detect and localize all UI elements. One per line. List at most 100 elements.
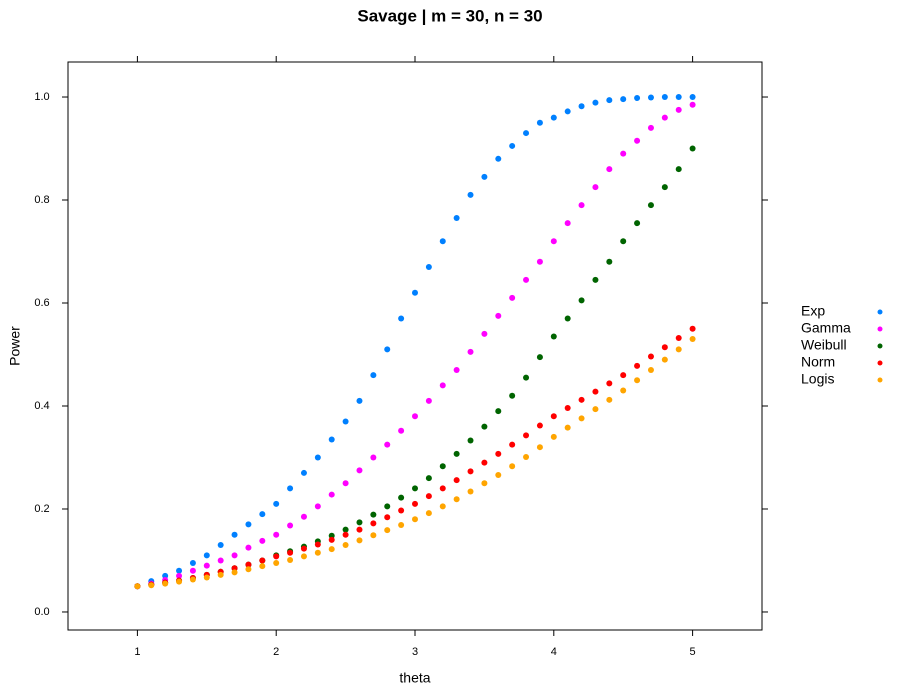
point	[425, 510, 432, 517]
point	[689, 325, 696, 332]
point	[647, 353, 654, 360]
point	[439, 463, 446, 470]
point	[495, 312, 502, 319]
point	[481, 330, 488, 337]
legend-label: Weibull	[801, 337, 847, 353]
plot-frame	[67, 61, 763, 631]
point	[342, 418, 349, 425]
point	[425, 475, 432, 482]
point	[620, 372, 627, 379]
point	[453, 450, 460, 457]
point	[495, 450, 502, 457]
point	[231, 531, 238, 538]
point	[647, 366, 654, 373]
point	[412, 516, 418, 523]
point	[675, 94, 682, 101]
point	[453, 477, 460, 484]
point	[342, 526, 349, 533]
point	[300, 513, 307, 520]
point	[217, 571, 224, 578]
point	[162, 572, 169, 579]
point	[606, 97, 613, 104]
y-axis-label: Power	[7, 326, 23, 366]
point	[453, 496, 460, 503]
point	[384, 514, 391, 521]
point	[245, 521, 252, 528]
point	[328, 491, 335, 498]
point	[439, 503, 446, 510]
point	[398, 521, 405, 528]
point	[578, 297, 585, 304]
point	[495, 471, 502, 478]
point	[287, 556, 294, 563]
point	[342, 542, 349, 549]
point	[564, 315, 571, 322]
point	[481, 173, 488, 180]
point	[634, 220, 641, 227]
point	[398, 427, 405, 434]
y-tick-label: 0.4	[34, 400, 49, 412]
y-tick-label: 1.0	[34, 91, 49, 103]
point	[134, 583, 141, 590]
point	[467, 348, 474, 355]
point	[661, 94, 668, 101]
x-tick-label: 3	[412, 646, 418, 658]
x-tick-label: 4	[551, 646, 557, 658]
point	[217, 542, 224, 549]
point	[523, 432, 530, 439]
x-tick-label: 1	[134, 646, 140, 658]
y-tick-label: 0.6	[34, 297, 49, 309]
legend-label: Exp	[801, 303, 825, 319]
point	[259, 557, 266, 564]
point	[634, 362, 641, 369]
point	[620, 238, 627, 245]
point	[287, 522, 294, 529]
point	[287, 485, 294, 492]
point	[217, 557, 224, 564]
point	[689, 145, 696, 152]
point	[592, 276, 599, 283]
point	[425, 493, 432, 500]
point	[314, 503, 321, 510]
point	[412, 500, 418, 507]
point	[509, 463, 516, 470]
point	[578, 103, 585, 110]
point	[647, 94, 654, 101]
chart-title: Savage | m = 30, n = 30	[357, 6, 542, 25]
point	[328, 546, 335, 553]
point	[398, 315, 405, 322]
point	[661, 344, 668, 351]
point	[314, 541, 321, 548]
point	[398, 494, 405, 501]
point	[620, 96, 627, 103]
point	[689, 94, 696, 101]
point	[536, 354, 543, 361]
point	[675, 335, 682, 342]
point	[467, 437, 474, 444]
x-tick-label: 2	[273, 646, 279, 658]
y-tick-label: 0.0	[34, 606, 49, 618]
point	[370, 532, 377, 539]
legend-marker	[877, 377, 883, 383]
point	[439, 382, 446, 389]
point	[203, 574, 210, 581]
legend-label: Norm	[801, 354, 835, 370]
point	[495, 408, 502, 415]
point	[564, 405, 571, 412]
point	[536, 444, 543, 451]
point	[176, 567, 183, 574]
point	[689, 336, 696, 343]
legend-label: Logis	[801, 371, 834, 387]
point	[647, 124, 654, 131]
point	[356, 467, 363, 474]
point	[398, 507, 405, 514]
point	[592, 184, 599, 191]
point	[162, 580, 169, 587]
point	[412, 413, 418, 420]
point	[439, 485, 446, 492]
point	[606, 380, 613, 387]
point	[509, 392, 516, 399]
legend-marker	[877, 360, 883, 366]
point	[523, 130, 530, 137]
point	[661, 114, 668, 121]
